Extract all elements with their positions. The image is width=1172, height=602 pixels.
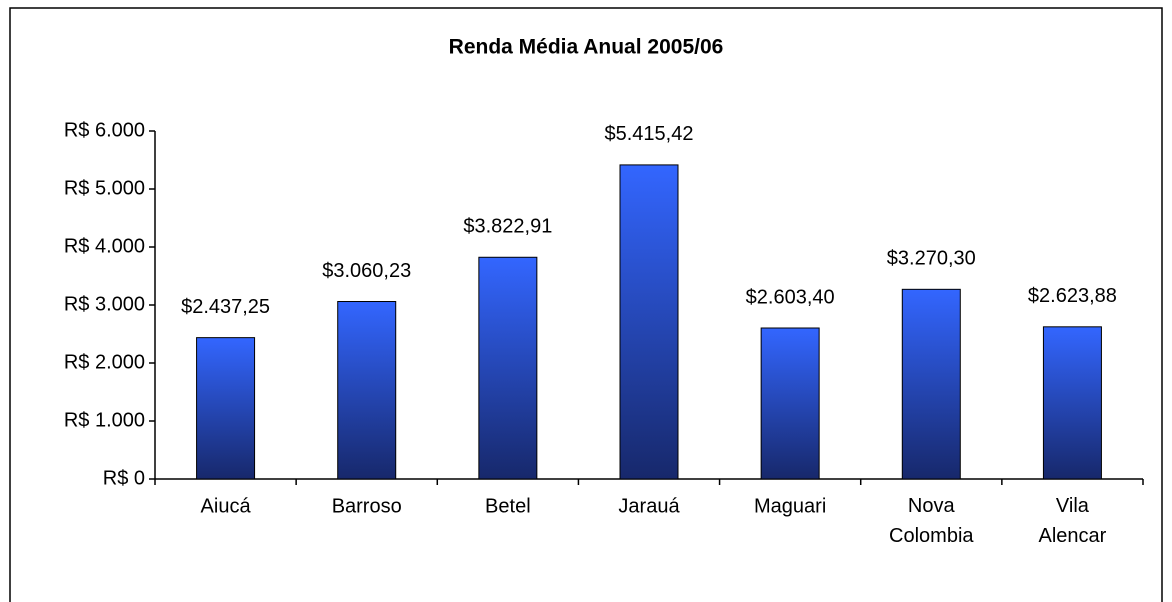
value-label: $3.822,91 [463,216,552,238]
y-tick-label: R$ 3.000 [64,293,145,315]
x-tick-label: Maguari [754,495,826,517]
bar [337,301,397,480]
x-tick-label: Betel [485,495,531,517]
y-tick-label: R$ 6.000 [64,119,145,141]
bar [901,288,961,480]
bar [760,327,820,480]
x-tick-label: Nova Colombia [889,495,974,547]
x-tick-label: Vila Alencar [1039,495,1107,547]
value-label: $3.270,30 [887,248,976,270]
x-tick-label: Aiucá [201,495,252,517]
bar [478,256,538,480]
bar [196,337,256,480]
bar [619,164,679,480]
bar [1042,326,1102,480]
y-tick-label: R$ 2.000 [64,351,145,373]
x-tick-label: Barroso [332,495,402,517]
x-tick-label: Jarauá [618,495,680,517]
value-label: $2.437,25 [181,296,270,318]
chart-frame [9,7,1163,602]
value-label: $5.415,42 [605,123,694,145]
value-label: $2.623,88 [1028,285,1117,307]
y-tick-label: R$ 5.000 [64,177,145,199]
value-label: $2.603,40 [746,286,835,308]
value-label: $3.060,23 [322,260,411,282]
chart-title: Renda Média Anual 2005/06 [449,36,724,59]
y-tick-label: R$ 0 [103,467,145,489]
y-tick-label: R$ 4.000 [64,235,145,257]
y-tick-label: R$ 1.000 [64,409,145,431]
